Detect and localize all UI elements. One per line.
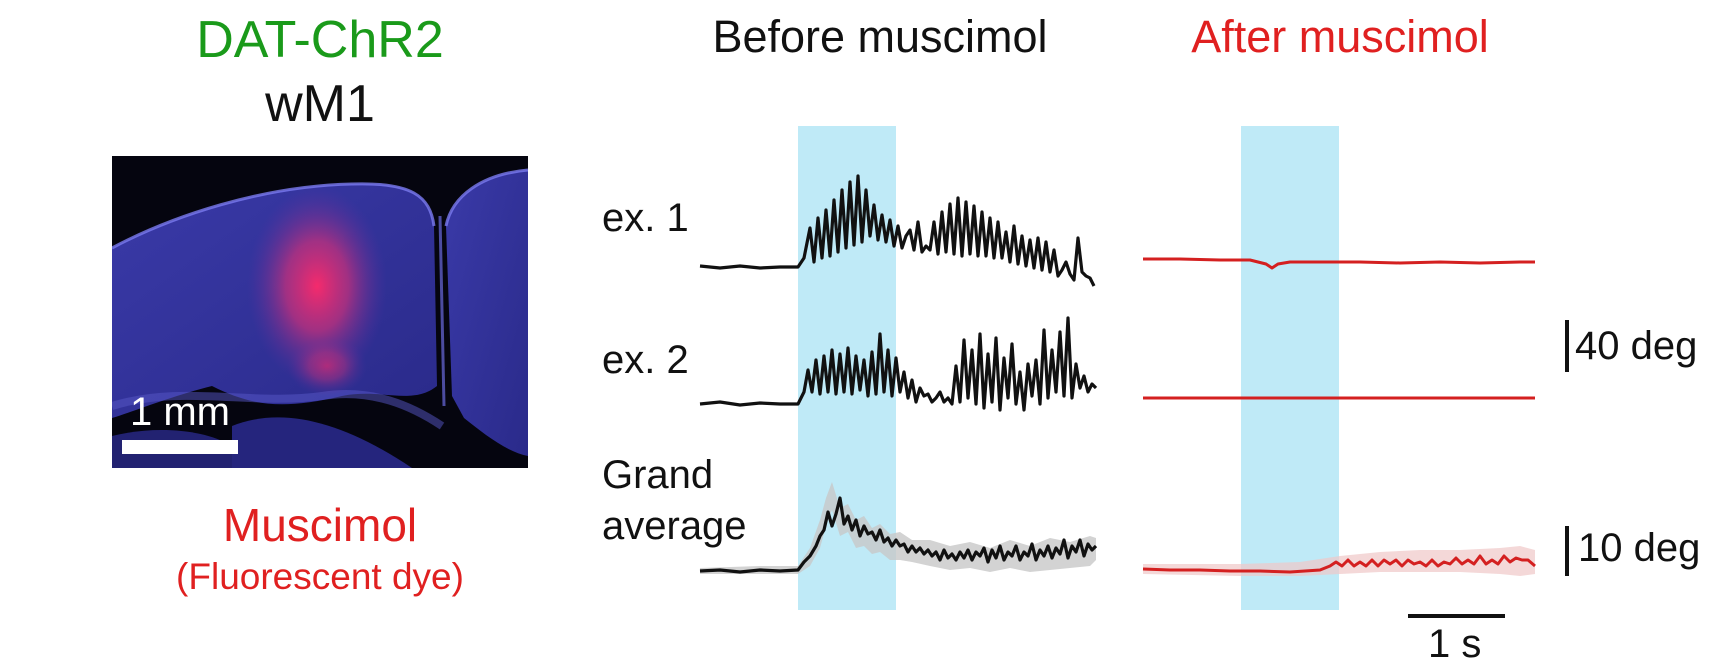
row-label-average: average [602, 504, 747, 548]
row-label-ex2: ex. 2 [602, 338, 689, 382]
column-title-before: Before muscimol [712, 11, 1048, 62]
trace-after-ex1 [1143, 257, 1535, 270]
trace-after-avg [1142, 554, 1536, 574]
region-label: wM1 [265, 75, 375, 133]
trace-before-ex2 [699, 316, 1098, 412]
row-label-grand: Grand [602, 453, 714, 497]
micrograph-scale-label: 1 mm [130, 390, 230, 434]
scale-label-10deg: 10 deg [1578, 526, 1701, 570]
column-title-after: After muscimol [1191, 11, 1489, 62]
brain-section-micrograph [112, 156, 528, 468]
row-label-ex1: ex. 1 [602, 196, 689, 240]
caption-muscimol: Muscimol [222, 499, 418, 551]
trace-before-avg [699, 496, 1098, 574]
scale-label-40deg: 40 deg [1575, 324, 1698, 368]
genotype-label: DAT-ChR2 [196, 11, 444, 69]
trace-after-avg-sem [1143, 546, 1535, 576]
trace-before-ex1 [699, 174, 1096, 287]
caption-dye: (Fluorescent dye) [176, 556, 464, 597]
stim-window-after [1241, 126, 1339, 610]
scale-label-1s: 1 s [1428, 622, 1482, 666]
micrograph-scale-bar [122, 440, 238, 454]
